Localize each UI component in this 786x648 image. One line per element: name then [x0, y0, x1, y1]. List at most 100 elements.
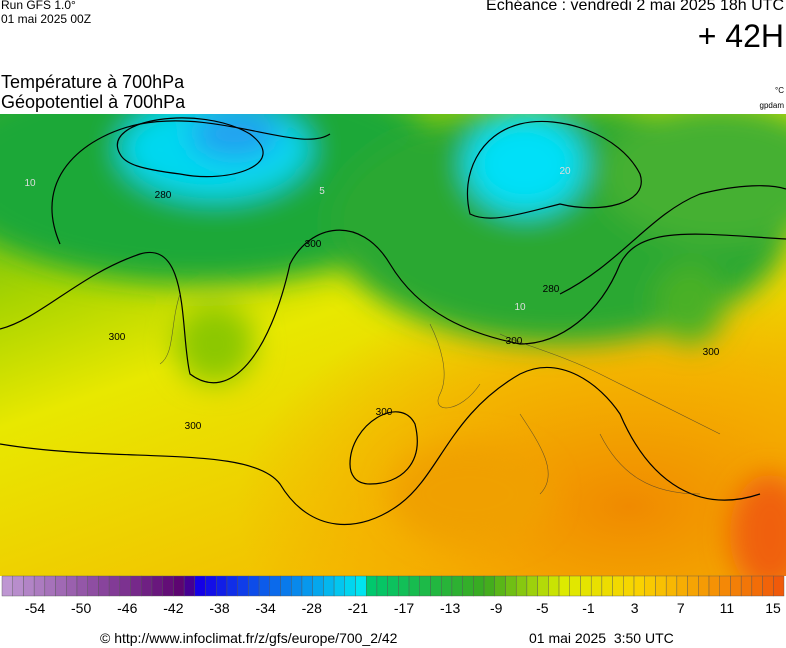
colorbar-swatch — [355, 575, 367, 597]
colorbar-swatch — [687, 575, 699, 597]
colorbar-swatch — [12, 575, 24, 597]
title-geo: Géopotentiel à 700hPa — [1, 92, 186, 112]
colorbar-swatch — [419, 575, 431, 597]
lead-time: + 42H — [697, 18, 784, 54]
contour — [116, 117, 264, 178]
unit-geo: gpdam — [759, 101, 784, 110]
colorbar-swatch — [237, 575, 249, 597]
colorbar-swatch — [408, 575, 420, 597]
temperature-field — [0, 114, 786, 576]
generated-time: 01 mai 2025 3:50 UTC — [529, 630, 674, 646]
colorbar-swatch — [612, 575, 624, 597]
colorbar-label: 3 — [631, 600, 639, 615]
colorbar-swatch — [590, 575, 603, 597]
colorbar-swatch — [623, 575, 635, 597]
colorbar-swatch — [655, 575, 667, 597]
colorbar-swatch — [269, 575, 281, 597]
contour — [0, 229, 786, 384]
colorbar-swatch — [376, 575, 388, 597]
colorbar-swatch — [280, 575, 292, 597]
colorbar-swatch — [291, 575, 303, 597]
colorbar-label: 15 — [765, 600, 781, 615]
colorbar-swatch — [23, 575, 35, 597]
colorbar-swatch — [130, 575, 142, 597]
colorbar-swatch — [226, 575, 238, 597]
contour-label: 20 — [559, 166, 571, 177]
colorbar-swatch — [173, 575, 185, 597]
colorbar-swatch — [773, 575, 785, 597]
colorbar-swatch — [526, 575, 538, 597]
colorbar-swatch — [205, 575, 217, 597]
colorbar-swatch — [719, 575, 731, 597]
contour-label: 300 — [305, 239, 322, 250]
colorbar-label: -42 — [163, 600, 183, 615]
contour — [349, 411, 418, 485]
colorbar-label: -13 — [440, 600, 460, 615]
unit-temp: °C — [775, 86, 784, 95]
colorbar-swatch — [216, 575, 228, 597]
colorbar-swatch — [87, 575, 99, 597]
contour-label: 300 — [185, 421, 202, 432]
colorbar-swatch — [558, 575, 570, 597]
colorbar-swatch — [194, 575, 206, 597]
colorbar-swatch — [44, 575, 56, 597]
colorbar-swatch — [366, 575, 378, 597]
colorbar-swatch — [473, 575, 485, 597]
contour-label: 280 — [155, 190, 172, 201]
contour-label: 300 — [109, 332, 126, 343]
colorbar-label: -17 — [394, 600, 414, 615]
colorbar-label: -46 — [117, 600, 137, 615]
contour-label: 280 — [543, 284, 560, 295]
contour-label: 300 — [703, 347, 720, 358]
colorbar-swatch — [483, 575, 495, 597]
run-date: 01 mai 2025 00Z — [1, 12, 92, 26]
colorbar-swatch — [183, 575, 196, 597]
contour-label: 300 — [376, 407, 393, 418]
colorbar-swatch — [323, 575, 335, 597]
colorbar-swatch — [344, 575, 356, 597]
contour — [0, 366, 761, 526]
colorbar-label: 7 — [677, 600, 685, 615]
colorbar-swatch — [762, 575, 774, 597]
colorbar-swatch — [515, 575, 528, 597]
colorbar-swatch — [633, 575, 645, 597]
geopotential-contours — [0, 117, 786, 526]
colorbar-swatch — [387, 575, 399, 597]
coastlines — [159, 293, 721, 495]
colorbar-swatch — [119, 575, 131, 597]
colorbar-swatch — [730, 575, 742, 597]
colorbar-swatch — [751, 575, 763, 597]
colorbar-label: -28 — [302, 600, 322, 615]
contour-label: 10 — [514, 302, 526, 313]
colorbar-swatch — [451, 575, 463, 597]
colorbar-label: 11 — [720, 600, 735, 615]
colorbar-label: -21 — [348, 600, 368, 615]
colorbar-swatch — [301, 575, 313, 597]
colorbar-swatch — [98, 575, 110, 597]
colorbar-label: -50 — [71, 600, 91, 615]
colorbar-swatch — [1, 575, 13, 597]
colorbar-swatch — [494, 575, 506, 597]
colorbar-swatch — [398, 575, 410, 597]
contour-labels: 280 300 300 300 300 300 280 300 10 20 10 5 — [24, 166, 719, 432]
colorbar-swatch — [580, 575, 592, 597]
colorbar-label: -1 — [582, 600, 595, 615]
colorbar-swatch — [740, 575, 753, 597]
colorbar-swatch — [312, 575, 324, 597]
colorbar-swatch — [55, 575, 67, 597]
run-label: Run GFS 1.0° — [1, 0, 76, 12]
colorbar-swatch — [601, 575, 613, 597]
colorbar-swatch — [665, 575, 678, 597]
colorbar-swatch — [333, 575, 345, 597]
colorbar-label: -38 — [209, 600, 229, 615]
colorbar-swatch — [258, 575, 271, 597]
colorbar-swatch — [462, 575, 474, 597]
colorbar-swatch — [569, 575, 581, 597]
colorbar-label: -54 — [25, 600, 45, 615]
valid-time: Echéance : vendredi 2 mai 2025 18h UTC — [486, 0, 784, 14]
colorbar-swatch — [676, 575, 688, 597]
colorbar-swatch — [66, 575, 78, 597]
colorbar-swatch — [151, 575, 163, 597]
title-temp: Température à 700hPa — [1, 72, 185, 92]
